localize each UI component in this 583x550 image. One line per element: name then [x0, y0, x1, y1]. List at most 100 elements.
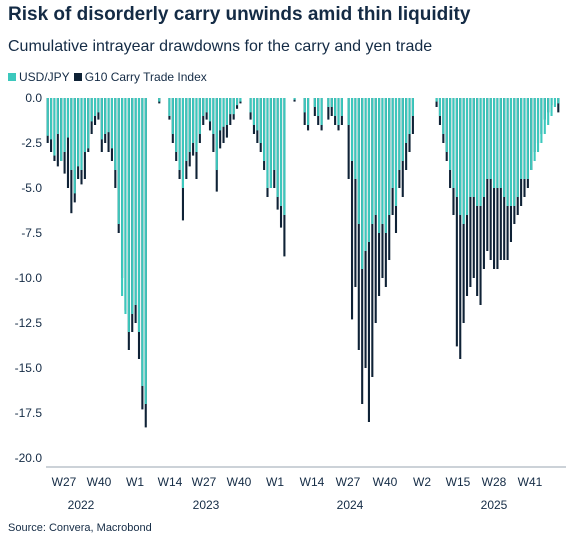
bar-usdjpy	[252, 98, 256, 125]
x-tick-label: W27	[192, 475, 217, 489]
bar-usdjpy	[80, 98, 83, 170]
bar-usdjpy	[63, 98, 66, 152]
bar-usdjpy	[171, 98, 174, 134]
bar-usdjpy	[435, 98, 438, 102]
bar-usdjpy	[313, 98, 316, 107]
bar-usdjpy	[503, 98, 506, 197]
bar-usdjpy	[526, 98, 529, 179]
bar-usdjpy	[192, 98, 195, 143]
chart-title: Risk of disorderly carry unwinds amid th…	[8, 4, 471, 25]
bar-usdjpy	[215, 98, 218, 170]
y-tick-label: -20.0	[15, 451, 43, 465]
bar-g10	[557, 98, 560, 113]
bar-usdjpy	[293, 98, 296, 100]
x-year-label: 2022	[68, 498, 95, 512]
bar-usdjpy	[66, 98, 70, 138]
bar-usdjpy	[222, 98, 225, 127]
bar-usdjpy	[90, 98, 93, 122]
bar-usdjpy	[496, 98, 499, 188]
bar-g10	[459, 98, 462, 359]
bar-usdjpy	[158, 98, 161, 102]
bar-usdjpy	[70, 98, 73, 170]
bar-usdjpy	[411, 98, 414, 116]
y-tick-label: -12.5	[15, 316, 43, 330]
bar-usdjpy	[73, 98, 76, 194]
bar-g10	[371, 98, 374, 377]
y-tick-label: -5.0	[21, 181, 42, 195]
bar-usdjpy	[438, 98, 442, 116]
x-tick-label: W40	[373, 475, 398, 489]
bar-usdjpy	[107, 98, 110, 133]
x-tick-label: W40	[87, 475, 112, 489]
bar-usdjpy	[401, 98, 404, 161]
y-tick-label: -7.5	[21, 226, 42, 240]
y-tick-label: -17.5	[15, 406, 43, 420]
bar-usdjpy	[476, 98, 479, 206]
bar-usdjpy	[83, 98, 86, 152]
bar-usdjpy	[391, 98, 394, 188]
bar-usdjpy	[469, 98, 472, 197]
bar-usdjpy	[168, 98, 171, 116]
bar-usdjpy	[378, 98, 381, 233]
bar-usdjpy	[337, 98, 340, 125]
y-tick-label: -10.0	[15, 271, 43, 285]
bar-usdjpy	[134, 98, 137, 305]
bar-usdjpy	[465, 98, 469, 215]
bar-usdjpy	[46, 98, 49, 136]
bar-usdjpy	[462, 98, 465, 224]
bar-usdjpy	[455, 98, 458, 197]
bar-usdjpy	[60, 98, 63, 161]
bar-usdjpy	[547, 98, 550, 125]
bar-usdjpy	[229, 98, 232, 115]
bar-usdjpy	[374, 98, 377, 215]
bar-usdjpy	[100, 98, 103, 140]
bar-usdjpy	[124, 98, 127, 314]
bar-usdjpy	[381, 98, 384, 224]
bar-usdjpy	[232, 98, 235, 115]
bar-usdjpy	[114, 98, 117, 170]
bar-g10	[66, 98, 70, 188]
bar-usdjpy	[208, 98, 212, 122]
x-tick-label: W2	[413, 475, 431, 489]
bar-usdjpy	[445, 98, 448, 152]
bar-usdjpy	[181, 98, 185, 188]
bar-usdjpy	[144, 98, 147, 404]
bar-g10	[354, 98, 357, 287]
bar-usdjpy	[87, 98, 90, 149]
bar-g10	[347, 98, 350, 179]
bar-usdjpy	[361, 98, 364, 269]
x-year-label: 2023	[193, 498, 220, 512]
bar-usdjpy	[516, 98, 519, 197]
bar-usdjpy	[523, 98, 526, 179]
bar-usdjpy	[236, 98, 239, 106]
bar-usdjpy	[367, 98, 370, 242]
bar-usdjpy	[137, 98, 141, 332]
bar-usdjpy	[178, 98, 181, 170]
bar-usdjpy	[543, 98, 546, 134]
bar-usdjpy	[188, 98, 191, 152]
bar-usdjpy	[263, 98, 266, 161]
bar-usdjpy	[394, 98, 398, 206]
x-tick-label: W40	[227, 475, 252, 489]
bar-usdjpy	[472, 98, 475, 197]
bar-usdjpy	[256, 98, 259, 131]
bar-usdjpy	[499, 98, 502, 188]
bar-usdjpy	[371, 98, 374, 224]
bar-usdjpy	[219, 98, 222, 131]
bar-usdjpy	[259, 98, 262, 143]
x-year-label: 2024	[337, 498, 364, 512]
bar-usdjpy	[405, 98, 408, 143]
x-tick-label: W27	[52, 475, 77, 489]
bar-usdjpy	[350, 98, 354, 161]
bar-usdjpy	[364, 98, 367, 251]
bar-usdjpy	[553, 98, 556, 107]
bar-usdjpy	[486, 98, 489, 179]
bar-usdjpy	[513, 98, 516, 206]
bar-usdjpy	[307, 98, 310, 125]
bar-usdjpy	[185, 98, 188, 161]
bar-usdjpy	[93, 98, 97, 116]
x-tick-label: W1	[266, 475, 284, 489]
bar-usdjpy	[117, 98, 120, 224]
legend-item-usdjpy: USD/JPY	[8, 70, 70, 84]
bar-usdjpy	[489, 98, 492, 179]
